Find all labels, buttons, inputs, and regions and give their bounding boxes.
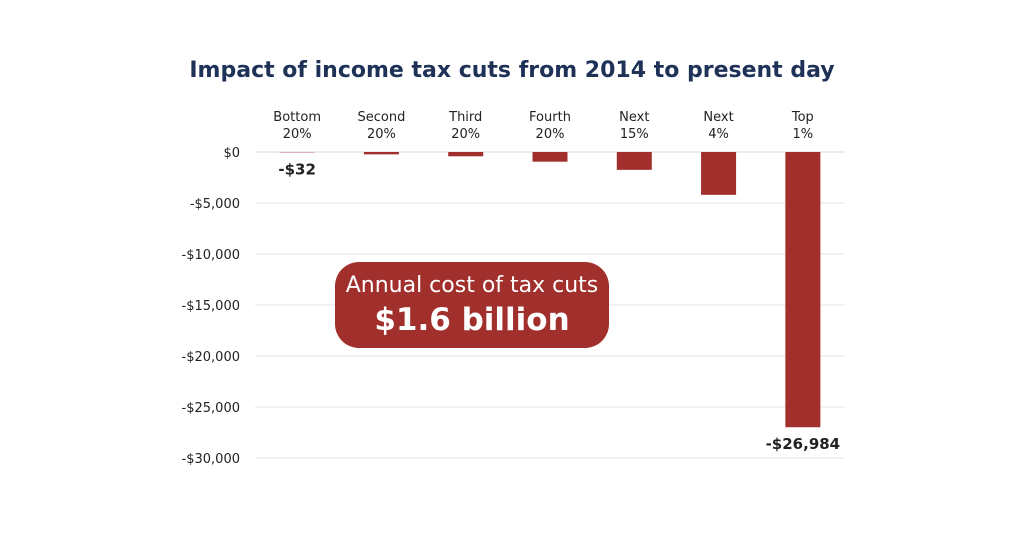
x-category-label: Next 15% (619, 110, 649, 142)
y-tick-label: -$25,000 (182, 401, 240, 416)
y-tick-label: -$15,000 (182, 299, 240, 314)
bar (532, 152, 568, 162)
data-label: -$32 (278, 160, 316, 178)
bar (448, 152, 484, 157)
chart-title: Impact of income tax cuts from 2014 to p… (189, 58, 835, 83)
x-category-label: Third 20% (448, 110, 482, 142)
callout-value: $1.6 billion (374, 302, 570, 338)
x-category-label: Fourth 20% (529, 110, 571, 142)
bar (785, 152, 821, 428)
bar (701, 152, 737, 195)
x-category-label: Top 1% (791, 110, 814, 142)
callout-label: Annual cost of tax cuts (345, 273, 599, 298)
data-label: -$26,984 (766, 435, 841, 453)
x-category-label: Bottom 20% (273, 110, 321, 142)
annual-cost-callout: Annual cost of tax cuts $1.6 billion (335, 262, 609, 348)
y-tick-label: -$30,000 (182, 452, 240, 467)
y-tick-label: -$5,000 (190, 197, 240, 212)
x-category-label: Second 20% (358, 110, 406, 142)
bar (363, 152, 399, 155)
x-category-label: Next 4% (703, 110, 733, 142)
y-tick-label: -$20,000 (182, 350, 240, 365)
y-tick-label: -$10,000 (182, 248, 240, 263)
y-tick-label: $0 (223, 146, 240, 161)
bar (616, 152, 652, 170)
